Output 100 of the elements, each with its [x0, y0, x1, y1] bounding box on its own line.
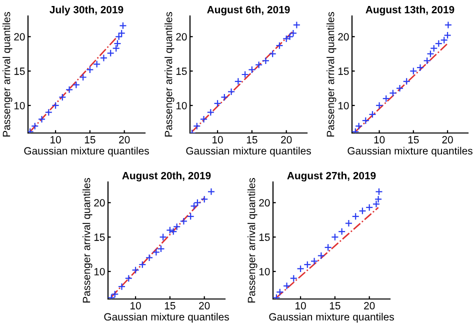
- x-tick-label: 15: [84, 136, 96, 144]
- y-tick-label: 10: [94, 268, 105, 276]
- point: [416, 64, 424, 72]
- y-axis-title: Passenger arrival quantiles: [248, 178, 258, 302]
- point: [180, 217, 188, 226]
- y-tick-label: 20: [14, 33, 25, 41]
- y-tick-label: 20: [259, 199, 270, 207]
- chart-title: August 6th, 2019: [207, 6, 290, 16]
- point: [206, 108, 214, 116]
- chart-title: August 27th, 2019: [287, 172, 376, 182]
- point: [423, 56, 431, 65]
- y-tick-label: 15: [259, 234, 270, 241]
- x-tick-label: 10: [212, 136, 223, 144]
- x-axis-title: Gaussian mixture quantiles: [269, 312, 394, 323]
- point: [207, 188, 216, 196]
- y-tick-label: 20: [176, 33, 187, 41]
- point: [444, 21, 452, 29]
- point: [289, 29, 298, 38]
- x-tick-label: 15: [408, 136, 419, 144]
- x-tick-label: 10: [130, 302, 141, 310]
- point: [214, 100, 222, 108]
- point: [355, 122, 363, 130]
- point: [58, 93, 66, 102]
- point: [358, 207, 366, 215]
- point: [338, 228, 346, 236]
- point: [44, 108, 52, 116]
- y-tick-label: 10: [176, 102, 187, 110]
- y-tick-label: 10: [338, 102, 349, 110]
- point: [282, 282, 291, 290]
- point: [248, 66, 256, 74]
- point: [166, 226, 174, 234]
- point: [276, 42, 284, 50]
- point: [194, 198, 202, 206]
- point: [255, 61, 263, 69]
- x-tick-label: 20: [442, 136, 453, 144]
- point: [72, 81, 80, 89]
- point: [79, 73, 87, 82]
- y-tick-label: 15: [94, 234, 105, 241]
- point: [262, 56, 270, 65]
- x-tick-label: 10: [296, 302, 306, 310]
- x-tick-label: 10: [50, 136, 61, 144]
- point: [159, 233, 167, 241]
- y-tick-label: 15: [14, 68, 25, 75]
- point: [111, 290, 119, 298]
- x-tick-label: 15: [330, 302, 340, 310]
- point: [362, 116, 370, 124]
- point: [108, 294, 116, 299]
- point: [290, 274, 298, 282]
- x-tick-label: 20: [364, 302, 375, 310]
- point: [389, 89, 397, 97]
- y-tick-label: 20: [94, 199, 105, 207]
- point: [86, 66, 94, 74]
- x-tick-label: 20: [119, 136, 130, 144]
- x-tick-label: 20: [199, 302, 210, 310]
- point: [396, 84, 404, 92]
- point: [38, 115, 46, 124]
- point: [324, 244, 332, 252]
- point: [234, 78, 242, 86]
- point: [352, 212, 360, 220]
- point: [375, 188, 383, 196]
- x-axis-title: Gaussian mixture quantiles: [186, 146, 311, 157]
- point: [65, 86, 74, 94]
- point: [304, 260, 312, 268]
- y-axis-title: Passenger arrival quantiles: [326, 12, 336, 136]
- point: [227, 88, 236, 96]
- x-axis-title: Gaussian mixture quantiles: [24, 146, 149, 157]
- point: [100, 54, 108, 62]
- y-tick-label: 15: [176, 68, 187, 75]
- point: [317, 252, 325, 260]
- point: [93, 60, 101, 68]
- point: [375, 102, 384, 110]
- point: [145, 254, 154, 262]
- x-tick-label: 15: [164, 302, 176, 310]
- x-axis-title: Gaussian mixture quantiles: [348, 146, 472, 157]
- point: [132, 266, 140, 274]
- chart-title: August 13th, 2019: [366, 6, 454, 16]
- point: [402, 78, 410, 86]
- point: [410, 67, 418, 75]
- point: [331, 233, 339, 241]
- point: [282, 34, 290, 43]
- point: [52, 102, 60, 110]
- point: [368, 110, 376, 118]
- x-axis-title: Gaussian mixture quantiles: [104, 312, 229, 323]
- y-tick-label: 15: [338, 68, 349, 75]
- x-tick-label: 10: [374, 136, 385, 144]
- y-axis-title: Passenger arrival quantiles: [82, 178, 92, 302]
- y-axis-title: Passenger arrival quantiles: [164, 12, 174, 136]
- y-tick-label: 10: [259, 268, 270, 276]
- point: [186, 212, 194, 220]
- point: [366, 204, 374, 212]
- point: [268, 50, 276, 58]
- x-tick-label: 20: [281, 136, 292, 144]
- point: [200, 115, 208, 124]
- point: [220, 93, 228, 102]
- point: [119, 22, 127, 30]
- point: [241, 70, 249, 78]
- y-tick-label: 20: [338, 33, 349, 41]
- point: [382, 94, 390, 102]
- point: [286, 32, 294, 40]
- x-tick-label: 15: [246, 136, 258, 144]
